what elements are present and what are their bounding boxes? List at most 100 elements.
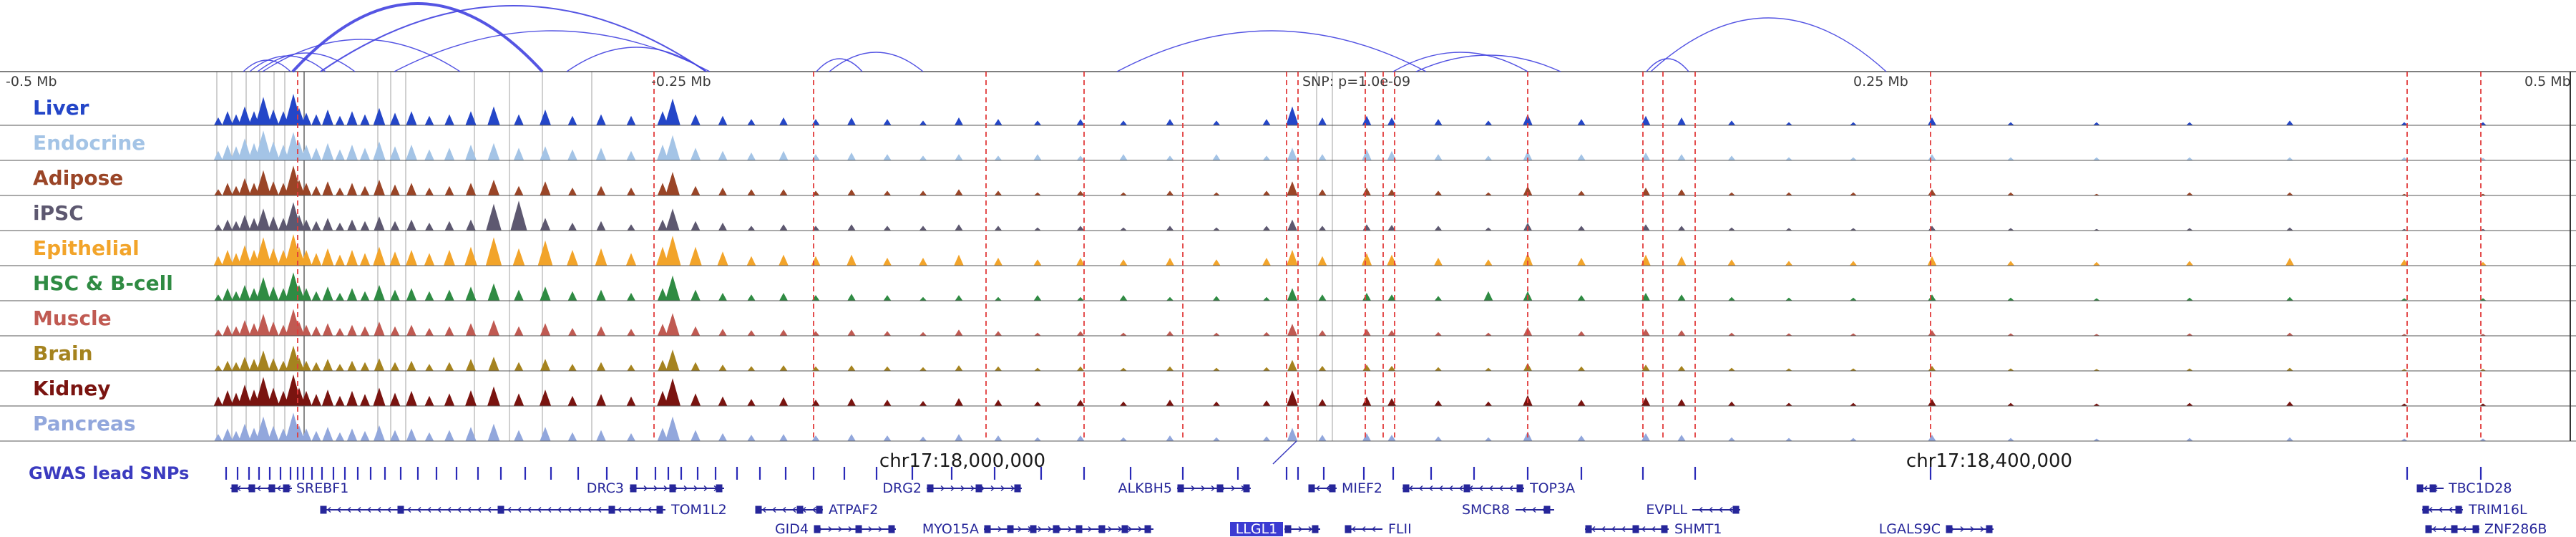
strand-arrow xyxy=(828,526,833,533)
strand-arrow xyxy=(1371,526,1376,533)
track-label-hsc-b-cell: HSC & B-cell xyxy=(33,271,173,295)
strand-arrow xyxy=(577,506,582,513)
interaction-arc xyxy=(829,52,924,72)
gene-shmt1[interactable]: SHMT1 xyxy=(1585,521,1722,537)
interaction-arc xyxy=(1650,17,1887,72)
strand-arrow xyxy=(416,506,421,513)
track-row-kidney[interactable] xyxy=(0,374,2576,406)
gene-label[interactable]: FLII xyxy=(1388,521,1412,537)
gene-label[interactable]: MYO15A xyxy=(922,521,979,537)
gene-label[interactable]: LLGL1 xyxy=(1236,521,1278,537)
gene-label[interactable]: TRIM16L xyxy=(2468,502,2527,518)
track-row-adipose[interactable] xyxy=(0,165,2576,195)
track-row-epithelial[interactable] xyxy=(0,234,2576,266)
gene-llgl1[interactable]: LLGL1 xyxy=(1230,521,1320,537)
strand-arrow xyxy=(1498,485,1503,492)
gene-label[interactable]: GID4 xyxy=(775,521,809,537)
strand-arrow xyxy=(537,506,542,513)
gene-top3a[interactable]: TOP3A xyxy=(1402,480,1575,496)
gene-exon xyxy=(816,505,823,514)
track-label-liver: Liver xyxy=(33,96,89,120)
gene-exon xyxy=(630,484,637,493)
strand-arrow xyxy=(1048,526,1053,533)
strand-arrow xyxy=(376,506,381,513)
track-row-ipsc[interactable] xyxy=(0,200,2576,231)
strand-arrow xyxy=(1088,526,1093,533)
strand-arrow xyxy=(950,485,955,492)
gene-exon xyxy=(231,484,238,493)
gene-exon xyxy=(1402,484,1410,493)
gene-label[interactable]: SHMT1 xyxy=(1674,521,1722,537)
gene-drc3[interactable]: DRC3 xyxy=(587,480,724,496)
strand-arrow xyxy=(447,506,452,513)
track-row-muscle[interactable] xyxy=(0,309,2576,336)
gene-label[interactable]: SREBF1 xyxy=(296,480,348,496)
strand-arrow xyxy=(1118,526,1123,533)
gene-gid4[interactable]: GID4 xyxy=(775,521,896,537)
gene-flii[interactable]: FLII xyxy=(1345,521,1412,537)
gene-tom1l2[interactable]: TOM1L2 xyxy=(320,502,727,518)
gene-label[interactable]: MIEF2 xyxy=(1342,480,1382,496)
gene-label[interactable]: TOM1L2 xyxy=(670,502,727,518)
strand-arrow xyxy=(997,526,1002,533)
strand-arrow xyxy=(771,506,776,513)
track-signal xyxy=(0,412,2576,441)
gene-exon xyxy=(1312,525,1319,533)
track-row-liver[interactable] xyxy=(0,94,2576,125)
gene-label[interactable]: TBC1D28 xyxy=(2448,480,2512,496)
gene-evpll[interactable]: EVPLL xyxy=(1646,502,1740,518)
strand-arrow xyxy=(356,506,361,513)
gene-label[interactable]: ZNF286B xyxy=(2484,521,2547,537)
strand-arrow xyxy=(2428,506,2433,513)
strand-arrow xyxy=(1038,526,1043,533)
gene-mief2[interactable]: MIEF2 xyxy=(1308,480,1383,496)
interaction-arc xyxy=(320,5,707,72)
gene-exon xyxy=(814,525,821,533)
track-signal xyxy=(0,309,2576,336)
gene-exon xyxy=(796,505,804,514)
gene-label[interactable]: TOP3A xyxy=(1529,480,1575,496)
gene-label[interactable]: SMCR8 xyxy=(1462,502,1510,518)
gene-exon xyxy=(283,484,290,493)
gene-label[interactable]: EVPLL xyxy=(1646,502,1687,518)
gene-exon xyxy=(1284,525,1292,533)
strand-arrow xyxy=(1308,526,1313,533)
gene-exon xyxy=(1308,484,1315,493)
strand-arrow xyxy=(366,506,371,513)
track-signal xyxy=(0,200,2576,231)
track-row-brain[interactable] xyxy=(0,345,2576,371)
gene-srebf1[interactable]: SREBF1 xyxy=(230,480,348,496)
gene-exon xyxy=(669,484,676,493)
gene-myo15a[interactable]: MYO15A xyxy=(922,521,1153,537)
track-row-endocrine[interactable] xyxy=(0,130,2576,160)
gene-trim16l[interactable]: TRIM16L xyxy=(2422,502,2527,518)
gene-label[interactable]: DRG2 xyxy=(882,480,922,496)
gene-alkbh5[interactable]: ALKBH5 xyxy=(1118,480,1251,496)
strand-arrow xyxy=(2431,526,2436,533)
strand-arrow xyxy=(1018,526,1023,533)
strand-arrow xyxy=(637,506,642,513)
gene-drg2[interactable]: DRG2 xyxy=(882,480,1022,496)
gene-atpaf2[interactable]: ATPAF2 xyxy=(755,502,879,518)
gene-tbc1d28[interactable]: TBC1D28 xyxy=(2416,480,2512,496)
gene-znf286b[interactable]: ZNF286B xyxy=(2425,521,2547,537)
interaction-arc xyxy=(566,47,707,72)
strand-arrow xyxy=(1621,526,1626,533)
strand-arrow xyxy=(878,526,883,533)
strand-arrow xyxy=(693,485,698,492)
strand-arrow xyxy=(1651,526,1656,533)
gene-label[interactable]: DRC3 xyxy=(587,480,624,496)
track-label-pancreas: Pancreas xyxy=(33,412,136,435)
gene-label[interactable]: ALKBH5 xyxy=(1118,480,1172,496)
strand-arrow xyxy=(597,506,602,513)
track-row-hsc-b-cell[interactable] xyxy=(0,272,2576,301)
gene-exon xyxy=(608,505,615,514)
gene-smcr8[interactable]: SMCR8 xyxy=(1462,502,1554,518)
gene-lgals9c[interactable]: LGALS9C xyxy=(1879,521,1994,537)
gene-label[interactable]: ATPAF2 xyxy=(829,502,878,518)
strand-arrow xyxy=(2438,506,2443,513)
ruler-label: -0.5 Mb xyxy=(6,74,57,90)
track-row-pancreas[interactable] xyxy=(0,412,2576,441)
gene-label[interactable]: LGALS9C xyxy=(1879,521,1941,537)
